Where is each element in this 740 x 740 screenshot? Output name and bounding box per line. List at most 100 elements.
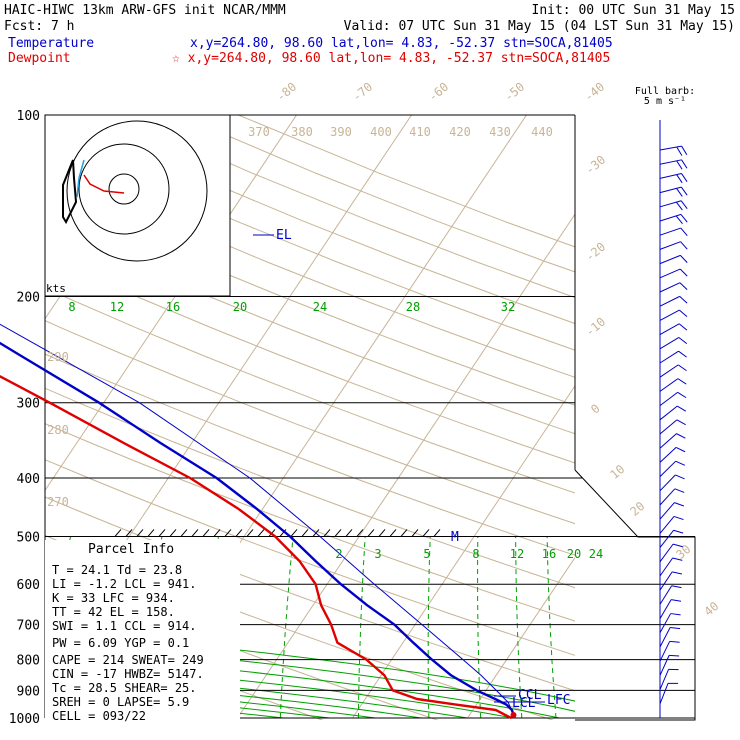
barb-staff (659, 571, 673, 591)
barb-flag (681, 173, 688, 182)
hatch-mark (158, 529, 166, 537)
theta-label: 440 (531, 125, 553, 139)
parcel-row: Tc = 28.5 SHEAR= 25. (52, 681, 197, 695)
hodograph-units: kts (46, 282, 66, 295)
barb-flag (671, 585, 682, 589)
pressure-tick-label: 800 (17, 654, 40, 669)
barb-staff (659, 378, 679, 392)
pressure-tick-label: 300 (17, 397, 40, 412)
barb-flag (678, 350, 687, 358)
mixing-ratio-label: 2 (335, 547, 342, 561)
wind-barb (659, 309, 688, 321)
parcel-row: CELL = 093/22 (52, 709, 146, 723)
hatch-mark (378, 529, 386, 537)
parcel-row: CIN = -17 HWBZ= 5147. (52, 667, 204, 681)
barb-flag (669, 640, 680, 643)
wind-barb (659, 488, 685, 506)
barb-flag (675, 446, 686, 453)
series-temperature-line (0, 341, 516, 719)
theta-label: 430 (489, 125, 511, 139)
dry-adiabat-line (45, 287, 575, 494)
wetbulb-label: 24 (313, 300, 327, 314)
wind-barb (659, 654, 680, 676)
barb-flag (677, 364, 687, 372)
wind-barb (659, 613, 681, 634)
barb-flag (672, 557, 683, 561)
wind-barb (659, 529, 684, 548)
wind-barb (659, 433, 686, 449)
barb-staff (659, 159, 682, 165)
mixing-ratio-line (477, 537, 482, 719)
hatch-mark (180, 529, 188, 537)
pressure-tick-label: 500 (17, 530, 40, 545)
barb-staff (659, 474, 676, 492)
series-dewpoint-line (0, 374, 512, 720)
barb-staff (659, 295, 680, 307)
dry-adiabat-line (45, 194, 575, 406)
barb-staff (659, 529, 674, 548)
wind-barb (659, 668, 679, 690)
barb-flag (676, 146, 683, 156)
parcel-row: SWI = 1.1 CCL = 914. (52, 619, 197, 633)
pressure-tick-label: 700 (17, 619, 40, 634)
barb-flag (670, 613, 681, 616)
barb-flag (675, 460, 686, 466)
wind-barb (659, 405, 687, 421)
barb-flag (676, 419, 686, 426)
wind-barb (659, 172, 688, 184)
wind-barb (659, 571, 683, 591)
theta-label: 420 (449, 125, 471, 139)
barb-staff (659, 516, 675, 534)
barb-flag (674, 502, 685, 507)
theta-label: 370 (248, 125, 270, 139)
barb-staff (659, 447, 677, 463)
isotherm-line (352, 385, 575, 719)
sounding-curves (0, 323, 517, 720)
barb-staff (659, 543, 674, 563)
dry-adiabat-line (45, 574, 439, 720)
dry-adiabat-line (0, 115, 3, 731)
barb-flag (669, 654, 680, 657)
marker-label: M (451, 530, 459, 545)
wetbulb-label: 12 (110, 300, 124, 314)
mixing-ratio-label: 3 (374, 547, 381, 561)
wind-barb (659, 350, 687, 364)
isotherm-label: -20 (583, 240, 609, 265)
mixing-ratio-line (427, 537, 431, 719)
barb-staff (659, 613, 672, 634)
mixing-ratio-label: 12 (510, 547, 524, 561)
hatch-mark (235, 529, 243, 537)
pressure-tick-label: 600 (17, 578, 40, 593)
barb-flag (681, 159, 688, 169)
isotherm-label: 10 (607, 462, 627, 482)
wind-barb (659, 227, 688, 236)
wind-barb (659, 254, 688, 265)
barb-staff (659, 599, 672, 619)
isotherm-line (237, 213, 575, 719)
hatch-mark (191, 529, 199, 537)
barb-flag (679, 268, 688, 277)
parcel-row: PW = 6.09 YGP = 0.1 (52, 636, 189, 650)
theta-label: 290 (47, 350, 69, 364)
wind-barb (659, 640, 680, 662)
barb-staff (659, 364, 679, 378)
isotherm-label: -50 (502, 80, 528, 105)
barb-staff (659, 241, 681, 250)
barb-legend-line2: 5 m s⁻¹ (644, 96, 686, 107)
hodograph-inset: kts (44, 114, 231, 297)
hatch-mark (257, 529, 265, 537)
barb-staff (659, 502, 675, 520)
hatch-mark (290, 529, 298, 537)
isotherm-label: -30 (583, 153, 609, 178)
barb-flag (678, 323, 688, 331)
wind-barb (659, 200, 688, 211)
temperature-legend-info: x,y=264.80, 98.60 lat,lon= 4.83, -52.37 … (190, 36, 613, 51)
mixing-ratio-label: 16 (542, 547, 556, 561)
pressure-tick-label: 1000 (9, 712, 40, 727)
hatch-mark (301, 529, 309, 537)
hatch-mark (356, 529, 364, 537)
isotherm-label: 40 (701, 599, 721, 619)
barb-staff (659, 227, 681, 236)
dry-adiabat-line (45, 320, 575, 525)
barb-flag (673, 515, 684, 521)
